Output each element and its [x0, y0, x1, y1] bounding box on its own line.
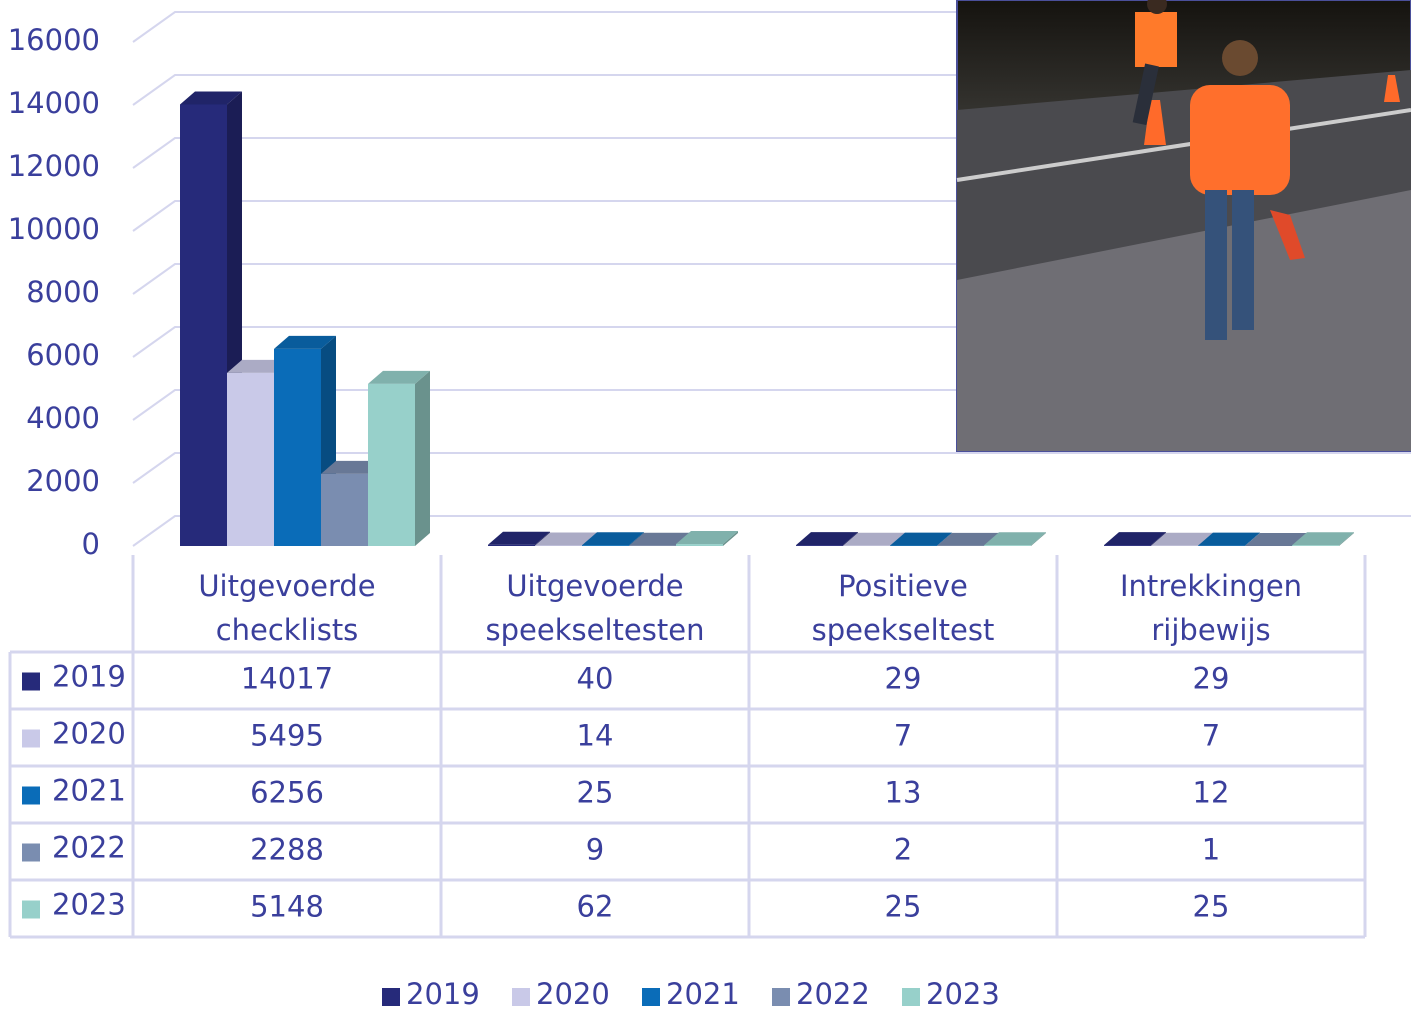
bar	[180, 104, 227, 546]
table-legend-key	[22, 730, 40, 748]
table-value: 9	[586, 833, 604, 867]
bar	[227, 373, 274, 546]
legend-key	[902, 988, 920, 1006]
y-tick-label: 4000	[26, 401, 100, 435]
table-row-label: 2021	[52, 774, 126, 808]
y-tick-label: 10000	[8, 212, 100, 246]
y-tick-label: 0	[82, 527, 100, 561]
y-tick-label: 16000	[8, 23, 100, 57]
chart: 0 2000 4000 6000 8000 10000 12000 14000 16000 Ui…	[0, 0, 1411, 1012]
table-value: 13	[885, 776, 922, 810]
legend-label: 2020	[536, 977, 610, 1011]
legend-key	[382, 988, 400, 1006]
table-value: 2288	[250, 833, 324, 867]
legend-key	[642, 988, 660, 1006]
table-value: 29	[1193, 662, 1230, 696]
bar	[582, 545, 629, 546]
table-value: 14	[577, 719, 614, 753]
legend-label: 2019	[406, 977, 480, 1011]
legend-label: 2022	[796, 977, 870, 1011]
bar	[274, 349, 321, 546]
table-legend-key	[22, 901, 40, 919]
y-tick-label: 12000	[8, 149, 100, 183]
table-value: 25	[885, 890, 922, 924]
table-value: 25	[577, 776, 614, 810]
table-legend-key	[22, 787, 40, 805]
photo	[957, 0, 1411, 451]
legend-key	[772, 988, 790, 1006]
y-tick-label: 14000	[8, 86, 100, 120]
bar	[676, 544, 723, 546]
table-value: 5495	[250, 719, 324, 753]
y-tick-label: 2000	[26, 464, 100, 498]
bar	[796, 545, 843, 546]
table-row-label: 2020	[52, 717, 126, 751]
table-row-label: 2022	[52, 831, 126, 865]
legend-label: 2023	[926, 977, 1000, 1011]
y-tick-label: 8000	[26, 275, 100, 309]
bar-side	[415, 371, 430, 546]
table-value: 2	[894, 833, 912, 867]
table-value: 62	[577, 890, 614, 924]
table-value: 6256	[250, 776, 324, 810]
bar	[1104, 545, 1151, 546]
table-row-label: 2023	[52, 888, 126, 922]
page: {"chart_data": {"type": "bar3d", "catego…	[0, 0, 1411, 1012]
table-legend-key	[22, 844, 40, 862]
table-legend-key	[22, 673, 40, 691]
table-value: 1	[1202, 833, 1220, 867]
bar	[488, 545, 535, 546]
bar	[368, 384, 415, 546]
legend-key	[512, 988, 530, 1006]
table-value: 25	[1193, 890, 1230, 924]
table-value: 7	[1202, 719, 1220, 753]
bar	[984, 545, 1031, 546]
table-value: 40	[577, 662, 614, 696]
table-value: 14017	[241, 662, 333, 696]
table-value: 7	[894, 719, 912, 753]
table-value: 12	[1193, 776, 1230, 810]
table-row-label: 2019	[52, 660, 126, 694]
bar	[1292, 545, 1339, 546]
table-value: 5148	[250, 890, 324, 924]
table-value: 29	[885, 662, 922, 696]
bar	[321, 474, 368, 546]
y-tick-label: 6000	[26, 338, 100, 372]
legend-label: 2021	[666, 977, 740, 1011]
